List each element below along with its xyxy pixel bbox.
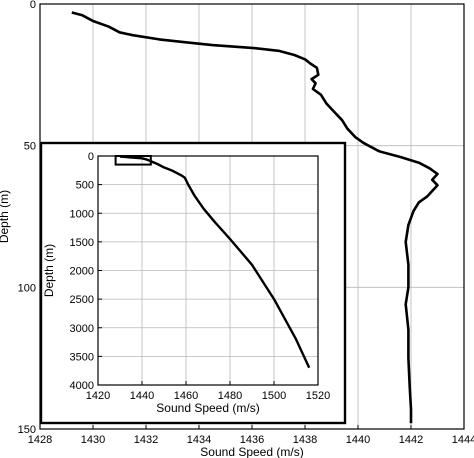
- inset-y-tick-label: 500: [76, 180, 94, 192]
- main-y-tick-label: 100: [18, 282, 36, 294]
- main-x-tick-label: 1438: [293, 434, 317, 446]
- inset-x-tick-label: 1500: [262, 390, 286, 402]
- main-x-tick-labels: 1428 1430 1432 1434 1436 1438 1440 1442 1444: [28, 434, 474, 446]
- inset-x-tick-labels: 1420 1440 1460 1480 1500 1520: [86, 390, 330, 402]
- inset-y-tick-label: 0: [88, 151, 94, 163]
- main-x-tick-label: 1432: [134, 434, 158, 446]
- inset-x-tick-label: 1480: [218, 390, 242, 402]
- main-x-tick-label: 1444: [452, 434, 474, 446]
- main-y-tick-label: 50: [24, 141, 36, 153]
- main-y-tick-label: 150: [18, 424, 36, 436]
- inset-sound-speed-line: [119, 155, 311, 369]
- inset-y-tick-label: 1500: [70, 237, 94, 249]
- inset-x-tick-label: 1420: [86, 390, 110, 402]
- main-x-tick-label: 1440: [346, 434, 370, 446]
- inset-y-tick-label: 4000: [70, 380, 94, 392]
- main-y-axis-label: Depth (m): [0, 190, 11, 243]
- inset-x-tick-label: 1460: [174, 390, 198, 402]
- main-x-axis-label: Sound Speed (m/s): [200, 445, 303, 458]
- inset-plot: 1420 1440 1460 1480 1500 1520 0 500 1000 1500 200…: [39, 141, 347, 425]
- main-x-tick-label: 1430: [81, 434, 105, 446]
- inset-y-tick-label: 1000: [70, 208, 94, 220]
- main-y-tick-labels: 0 50 100 150: [18, 0, 36, 436]
- main-x-tick-label: 1428: [28, 434, 52, 446]
- inset-y-tick-label: 2500: [70, 294, 94, 306]
- main-sound-speed-line: [71, 11, 439, 424]
- inset-y-tick-label: 3500: [70, 351, 94, 363]
- inset-y-tick-label: 3000: [70, 323, 94, 335]
- inset-y-tick-label: 2000: [70, 266, 94, 278]
- inset-y-axis-label: Depth (m): [42, 244, 56, 297]
- inset-y-tick-labels: 0 500 1000 1500 2000 2500 3000 3500 4000: [70, 151, 94, 392]
- main-x-tick-label: 1442: [399, 434, 423, 446]
- inset-plot-frame: [97, 155, 319, 386]
- main-x-tick-label: 1434: [187, 434, 211, 446]
- inset-x-tick-label: 1440: [130, 390, 154, 402]
- inset-x-tick-label: 1520: [306, 390, 330, 402]
- main-x-tick-label: 1436: [240, 434, 264, 446]
- inset-x-axis-label: Sound Speed (m/s): [156, 401, 259, 415]
- main-y-tick-label: 0: [30, 0, 36, 11]
